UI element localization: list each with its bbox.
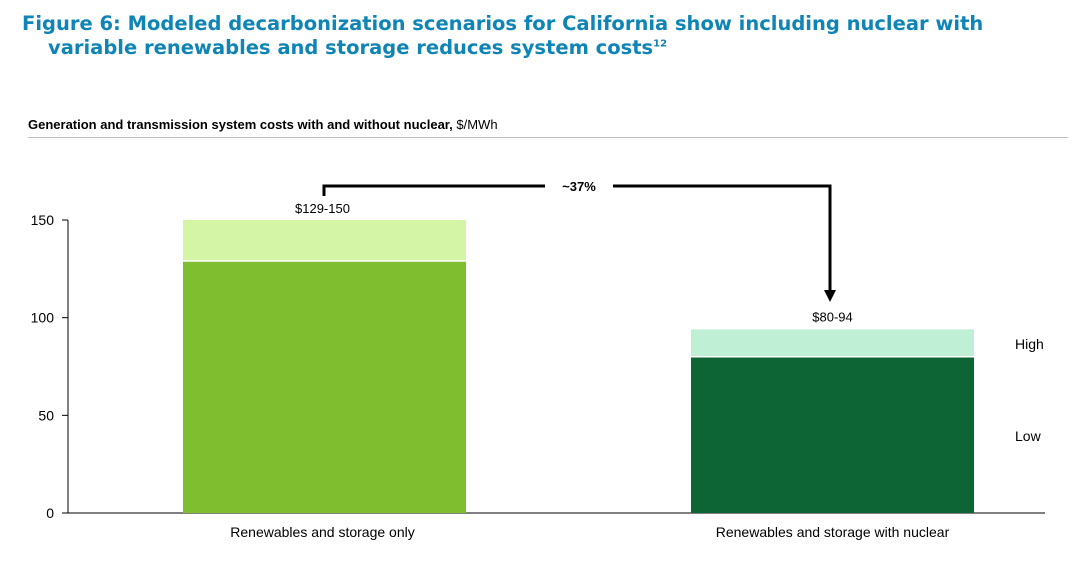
data-label-renewables: $129-150	[295, 201, 350, 216]
reduction-arrowhead	[824, 290, 836, 302]
y-tick-label: 0	[46, 505, 54, 521]
bar-renewables-high	[183, 220, 466, 262]
y-tick-label: 150	[31, 212, 55, 228]
legend-low: Low	[1015, 428, 1042, 444]
bar-renewables-low	[183, 261, 466, 513]
footnote-ref: 12	[653, 38, 668, 50]
y-tick-label: 50	[38, 407, 54, 423]
data-label-nuclear: $80-94	[812, 309, 852, 324]
chart-subtitle-unit: $/MWh	[452, 117, 498, 132]
chart-subtitle: Generation and transmission system costs…	[28, 117, 1068, 138]
y-tick-label: 100	[31, 310, 55, 326]
legend-high: High	[1015, 336, 1044, 352]
figure-title-line2-text: variable renewables and storage reduces …	[48, 36, 654, 59]
chart-subtitle-bold: Generation and transmission system costs…	[28, 117, 453, 132]
bar-nuclear-low	[691, 356, 974, 513]
figure-title-line2: variable renewables and storage reduces …	[22, 36, 1052, 60]
annotation-background	[545, 177, 613, 195]
figure-title-line1: Figure 6: Modeled decarbonization scenar…	[22, 12, 984, 35]
x-tick-label-renewables: Renewables and storage only	[230, 524, 414, 540]
bar-nuclear-high	[691, 329, 974, 357]
figure-title: Figure 6: Modeled decarbonization scenar…	[22, 12, 1052, 60]
reduction-annotation: ~37%	[562, 179, 596, 194]
x-tick-label-nuclear: Renewables and storage with nuclear	[716, 524, 950, 540]
